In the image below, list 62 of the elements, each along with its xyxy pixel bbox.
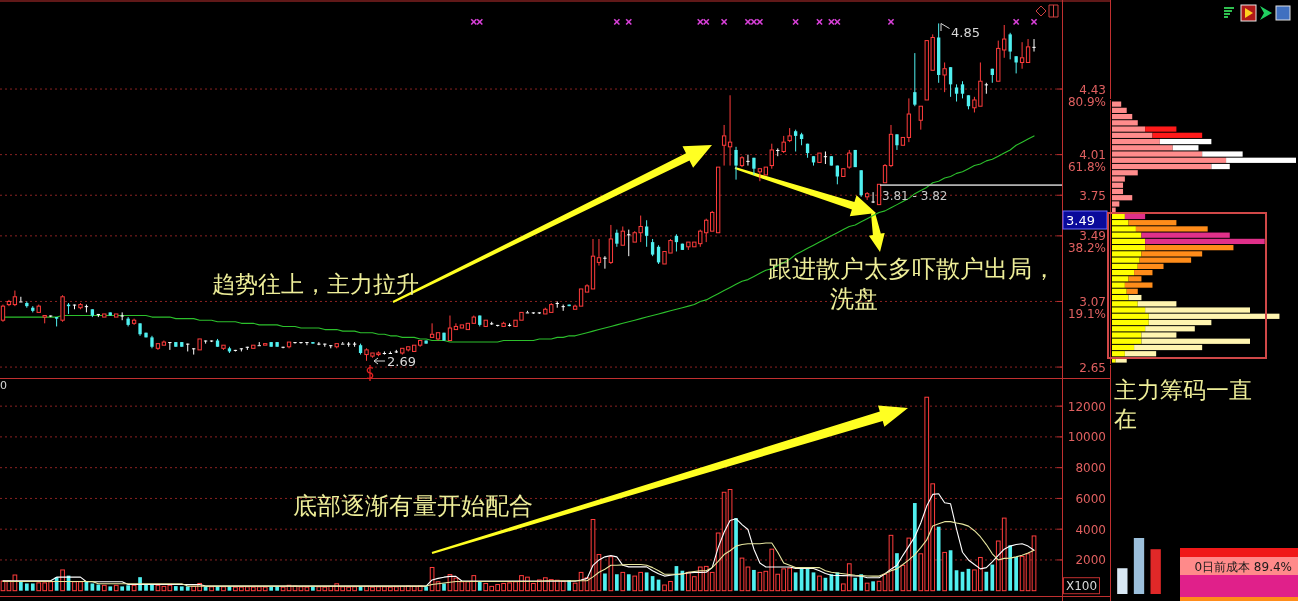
text: 3.49 [1066,213,1095,228]
bar [871,581,875,591]
text: 0日前成本 89.4% [1194,560,1292,574]
bar [108,586,113,591]
y-tick-label: 3.75 [1079,188,1106,203]
y-tick-label: 3.07 19.1% [1067,294,1106,321]
annotation: 跟进散户太多吓散户出局，洗盘 [768,255,1056,313]
bar [269,586,274,591]
bar [60,569,65,592]
bar [173,586,178,591]
y-tick-label: 4.01 61.8% [1067,148,1106,175]
bar [209,586,214,592]
annotation: 底部逐渐有量开始配合 [293,492,533,520]
bar [179,586,184,591]
bar [912,503,917,591]
bar [19,581,23,591]
bar [853,577,858,591]
bar [608,556,614,592]
bar [113,584,119,592]
bar [990,564,995,591]
bar [895,553,899,591]
y-tick-label: 12000 [1067,399,1106,414]
bar [120,586,125,591]
bar [126,585,130,591]
y-tick-label: 3.49 38.2% [1067,229,1106,256]
text: 主力筹码一直在 [1114,377,1252,432]
band-label: 3.81 - 3.82 [882,188,948,203]
bar [620,571,626,592]
bar [942,551,947,592]
annotation: 趋势往上，主力拉升 [212,271,419,297]
y-tick-label: 2000 [1075,553,1106,568]
annotation: 0 [0,379,7,392]
bar [817,575,822,592]
bar [626,574,631,591]
y-tick-label: 2.65 [1079,360,1106,375]
bar [131,584,137,592]
bar [221,586,226,592]
bar [864,582,870,592]
bar [442,583,446,591]
y-tick-label: 8000 [1075,461,1106,476]
bar [101,584,107,592]
bar [603,573,607,591]
y-tick-label: 4.43 80.9% [1067,82,1106,109]
y-tick-label: 10000 [1067,430,1106,445]
bar [614,574,619,591]
y-axis-title: X100 [1065,579,1098,594]
annotation: 4.85 [951,25,980,40]
y-tick-label: 4000 [1075,522,1106,537]
bar [1008,545,1013,591]
bar [311,586,315,591]
bar [24,583,29,591]
bar [734,518,738,591]
bar [984,571,989,591]
bar [30,583,35,591]
annotation: 2.69 [387,354,416,369]
line-series [2,521,1035,587]
bar [1124,213,1146,220]
y-tick-label: 6000 [1075,491,1106,506]
bar [1014,557,1018,591]
bar [752,569,756,591]
bar [936,526,941,591]
bar [96,584,101,591]
